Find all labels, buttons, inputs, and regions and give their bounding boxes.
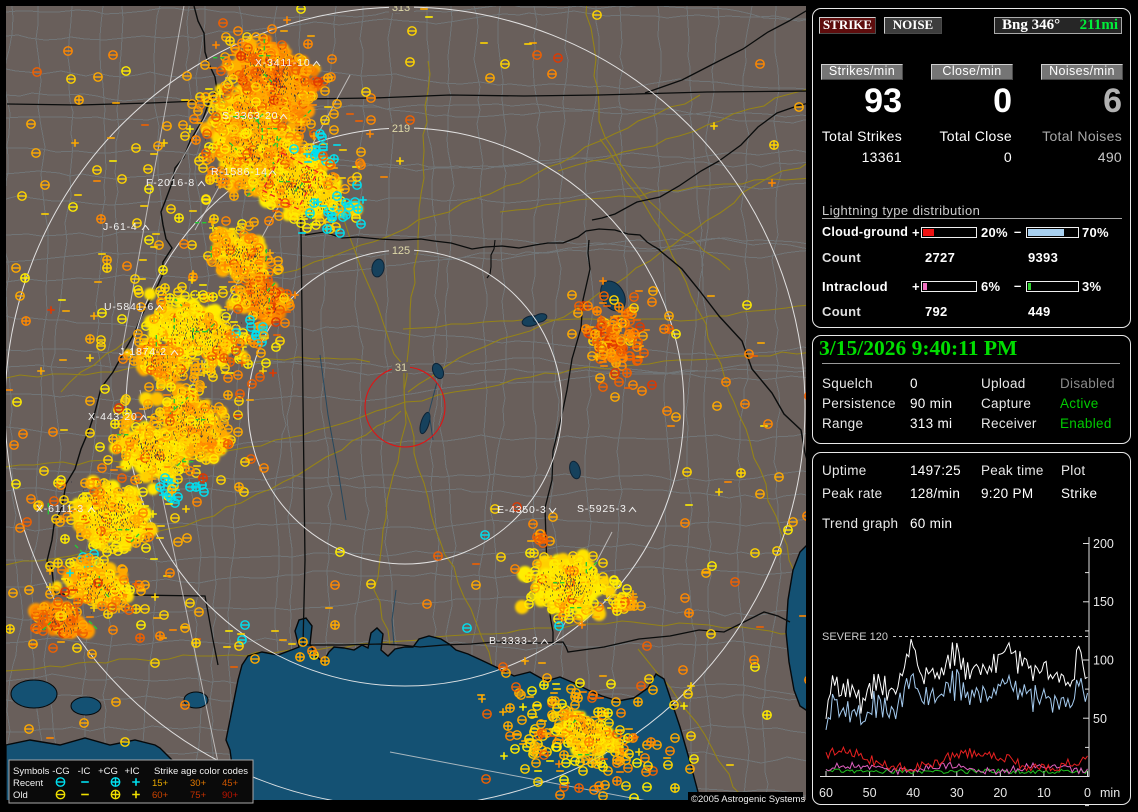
svg-text:10: 10 (1037, 786, 1051, 800)
svg-text:©2005 Astrogenic Systems: ©2005 Astrogenic Systems (691, 794, 805, 805)
svg-text:Symbols: Symbols (13, 766, 50, 777)
svg-text:+IC: +IC (124, 766, 139, 777)
svg-text:0: 0 (1084, 786, 1091, 800)
svg-text:S-5925-3: S-5925-3 (577, 503, 627, 515)
svg-text:SEVERE 120: SEVERE 120 (822, 631, 888, 643)
svg-text:B-3333-2: B-3333-2 (489, 635, 539, 647)
svg-text:min: min (1100, 786, 1120, 800)
svg-text:75+: 75+ (190, 790, 207, 801)
svg-text:E-4350-3: E-4350-3 (497, 504, 547, 516)
svg-text:100: 100 (1093, 654, 1114, 668)
svg-text:30: 30 (950, 786, 964, 800)
svg-text:200: 200 (1093, 537, 1114, 551)
svg-text:J-1874-2: J-1874-2 (119, 346, 167, 358)
svg-text:X-6111-3: X-6111-3 (36, 503, 84, 515)
svg-text:40: 40 (906, 786, 920, 800)
svg-text:U-5841-6: U-5841-6 (104, 301, 154, 313)
svg-text:90+: 90+ (222, 790, 239, 801)
svg-text:150: 150 (1093, 595, 1114, 609)
svg-text:Old: Old (13, 790, 28, 801)
svg-text:50: 50 (1093, 712, 1107, 726)
svg-text:60+: 60+ (152, 790, 169, 801)
svg-text:30+: 30+ (190, 778, 207, 789)
svg-text:31: 31 (395, 362, 407, 374)
svg-text:Recent: Recent (13, 778, 43, 789)
svg-text:J-61-4: J-61-4 (103, 221, 138, 233)
svg-text:X-3411-10: X-3411-10 (255, 57, 310, 69)
svg-text:R-1586-14: R-1586-14 (211, 166, 268, 178)
svg-text:F-2016-8: F-2016-8 (146, 177, 195, 189)
svg-text:219: 219 (392, 123, 410, 135)
svg-text:-CG: -CG (52, 766, 69, 777)
svg-text:50: 50 (863, 786, 877, 800)
svg-text:+CG: +CG (98, 766, 118, 777)
svg-text:125: 125 (392, 245, 410, 257)
svg-text:313: 313 (392, 2, 410, 14)
svg-text:X-443-20: X-443-20 (88, 411, 138, 423)
svg-text:15+: 15+ (152, 778, 169, 789)
svg-text:20: 20 (993, 786, 1007, 800)
svg-text:60: 60 (819, 786, 833, 800)
svg-text:45+: 45+ (222, 778, 239, 789)
svg-text:-IC: -IC (78, 766, 91, 777)
svg-text:S-3363-20: S-3363-20 (222, 110, 278, 122)
svg-text:Strike age color codes: Strike age color codes (154, 766, 248, 777)
